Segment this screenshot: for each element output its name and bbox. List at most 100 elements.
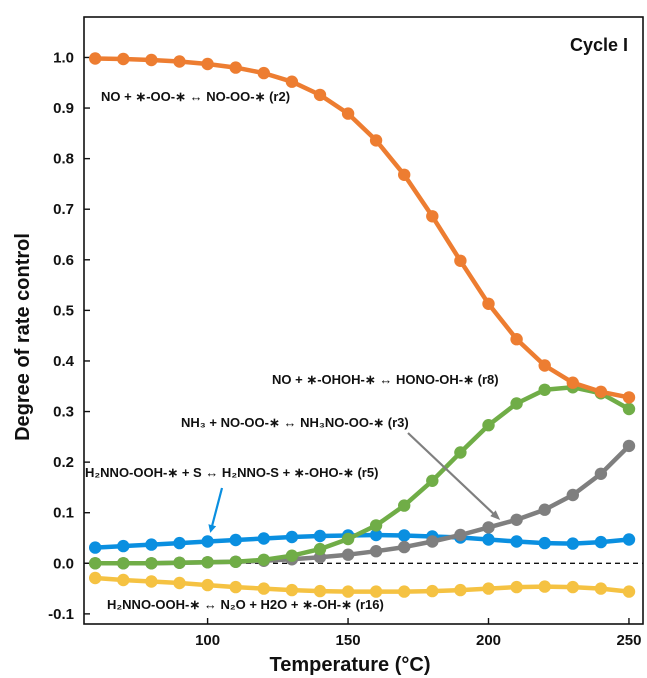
data-point-r2 xyxy=(173,55,186,68)
data-point-r16 xyxy=(117,573,130,587)
data-point-r8 xyxy=(173,556,186,569)
plot-frame xyxy=(83,16,644,625)
data-point-r2 xyxy=(89,52,102,65)
data-point-r16 xyxy=(426,584,439,598)
arrow-r3 xyxy=(407,432,501,521)
data-point-r2 xyxy=(426,210,439,223)
data-point-r5 xyxy=(538,536,551,550)
data-point-r8 xyxy=(201,556,214,569)
x-tick-label: 250 xyxy=(616,632,641,649)
annotation-r3: NH₃ + NO-OO-∗ ↔ NH₃NO-OO-∗ (r3) xyxy=(181,415,409,430)
y-axis-title: Degree of rate control xyxy=(12,233,34,441)
y-tick-label: 0.8 xyxy=(53,151,74,168)
data-point-r5 xyxy=(313,529,327,543)
data-point-r16 xyxy=(89,571,102,585)
data-point-r5 xyxy=(566,537,579,550)
data-point-r16 xyxy=(510,580,523,594)
data-point-r8 xyxy=(229,555,242,568)
data-point-r16 xyxy=(454,583,467,597)
data-point-r16 xyxy=(594,582,608,595)
y-tick-label: 0.2 xyxy=(53,454,74,471)
data-point-r16 xyxy=(145,575,158,588)
annotation-r16: H₂NNO-OOH-∗ ↔ N₂O + H2O + ∗-OH-∗ (r16) xyxy=(107,597,384,612)
data-point-r2 xyxy=(201,57,214,71)
data-point-r8 xyxy=(369,519,383,532)
data-point-r3 xyxy=(454,528,467,542)
y-tick-label: 0.0 xyxy=(53,555,74,572)
data-point-r5 xyxy=(89,541,102,554)
data-point-r8 xyxy=(398,499,411,512)
data-point-r2 xyxy=(313,88,327,102)
data-point-r2 xyxy=(454,254,467,267)
series-r2 xyxy=(89,52,636,404)
data-point-r3 xyxy=(369,545,383,558)
y-tick-label: 0.7 xyxy=(53,201,74,218)
y-tick-label: 0.1 xyxy=(53,505,74,522)
data-point-r3 xyxy=(510,513,523,526)
data-point-r8 xyxy=(538,383,551,396)
data-point-r2 xyxy=(510,333,523,346)
y-tick-label: 0.9 xyxy=(53,100,74,117)
data-point-r16 xyxy=(622,585,636,598)
series-r16 xyxy=(89,571,636,598)
series-r8 xyxy=(89,381,636,570)
x-tick-label: 100 xyxy=(195,632,220,649)
data-point-r16 xyxy=(201,578,214,592)
data-point-r8 xyxy=(341,532,355,546)
data-point-r16 xyxy=(538,580,551,593)
data-point-r5 xyxy=(145,538,158,551)
data-point-r8 xyxy=(454,446,467,459)
annotation-r5: H₂NNO-OOH-∗ + S ↔ H₂NNO-S + ∗-OHO-∗ (r5) xyxy=(85,465,378,480)
data-point-r3 xyxy=(538,503,551,516)
data-point-r16 xyxy=(369,585,383,598)
data-point-r2 xyxy=(566,376,579,389)
data-point-r8 xyxy=(257,553,270,566)
data-point-r3 xyxy=(341,548,355,561)
data-point-r3 xyxy=(426,535,439,548)
data-point-r8 xyxy=(89,557,102,570)
data-point-r2 xyxy=(538,359,551,372)
y-tick-label: 0.6 xyxy=(53,252,74,269)
data-point-r5 xyxy=(285,530,299,544)
x-tick-label: 200 xyxy=(476,632,501,649)
data-point-r8 xyxy=(510,397,523,410)
annotation-r2: NO + ∗-OO-∗ ↔ NO-OO-∗ (r2) xyxy=(101,89,290,104)
data-point-r8 xyxy=(117,557,130,570)
y-tick-label: 0.5 xyxy=(53,302,74,319)
data-point-r16 xyxy=(313,584,327,598)
data-point-r8 xyxy=(285,549,299,562)
data-point-r5 xyxy=(257,532,270,545)
data-point-r5 xyxy=(173,536,186,550)
data-point-r16 xyxy=(398,585,411,598)
data-point-r16 xyxy=(257,582,270,595)
data-point-r5 xyxy=(201,535,214,548)
data-point-r5 xyxy=(117,539,130,553)
data-point-r3 xyxy=(566,488,579,502)
data-point-r2 xyxy=(117,52,130,66)
data-point-r3 xyxy=(398,540,411,554)
data-point-r2 xyxy=(285,75,299,88)
data-point-r16 xyxy=(482,582,495,595)
y-tick-label: 0.4 xyxy=(53,353,75,370)
data-point-r8 xyxy=(482,419,495,432)
data-point-r2 xyxy=(229,61,242,74)
x-axis-title: Temperature (°C) xyxy=(270,654,431,676)
data-point-r2 xyxy=(145,53,158,67)
panel-label: Cycle I xyxy=(570,35,628,55)
data-point-r2 xyxy=(369,134,383,147)
data-point-r16 xyxy=(285,583,299,597)
data-point-r2 xyxy=(482,297,495,310)
data-point-r5 xyxy=(229,533,242,547)
data-point-r16 xyxy=(173,576,186,590)
data-point-r2 xyxy=(622,391,636,404)
data-point-r5 xyxy=(369,528,383,542)
y-tick-label: -0.1 xyxy=(48,606,74,623)
series-line-r2 xyxy=(95,56,630,400)
y-tick-label: 0.3 xyxy=(53,404,74,421)
y-tick-label: 1.0 xyxy=(53,49,74,66)
data-point-r16 xyxy=(229,580,242,594)
x-tick-label: 150 xyxy=(336,632,361,649)
data-point-r8 xyxy=(622,402,636,416)
data-point-r2 xyxy=(257,66,270,80)
